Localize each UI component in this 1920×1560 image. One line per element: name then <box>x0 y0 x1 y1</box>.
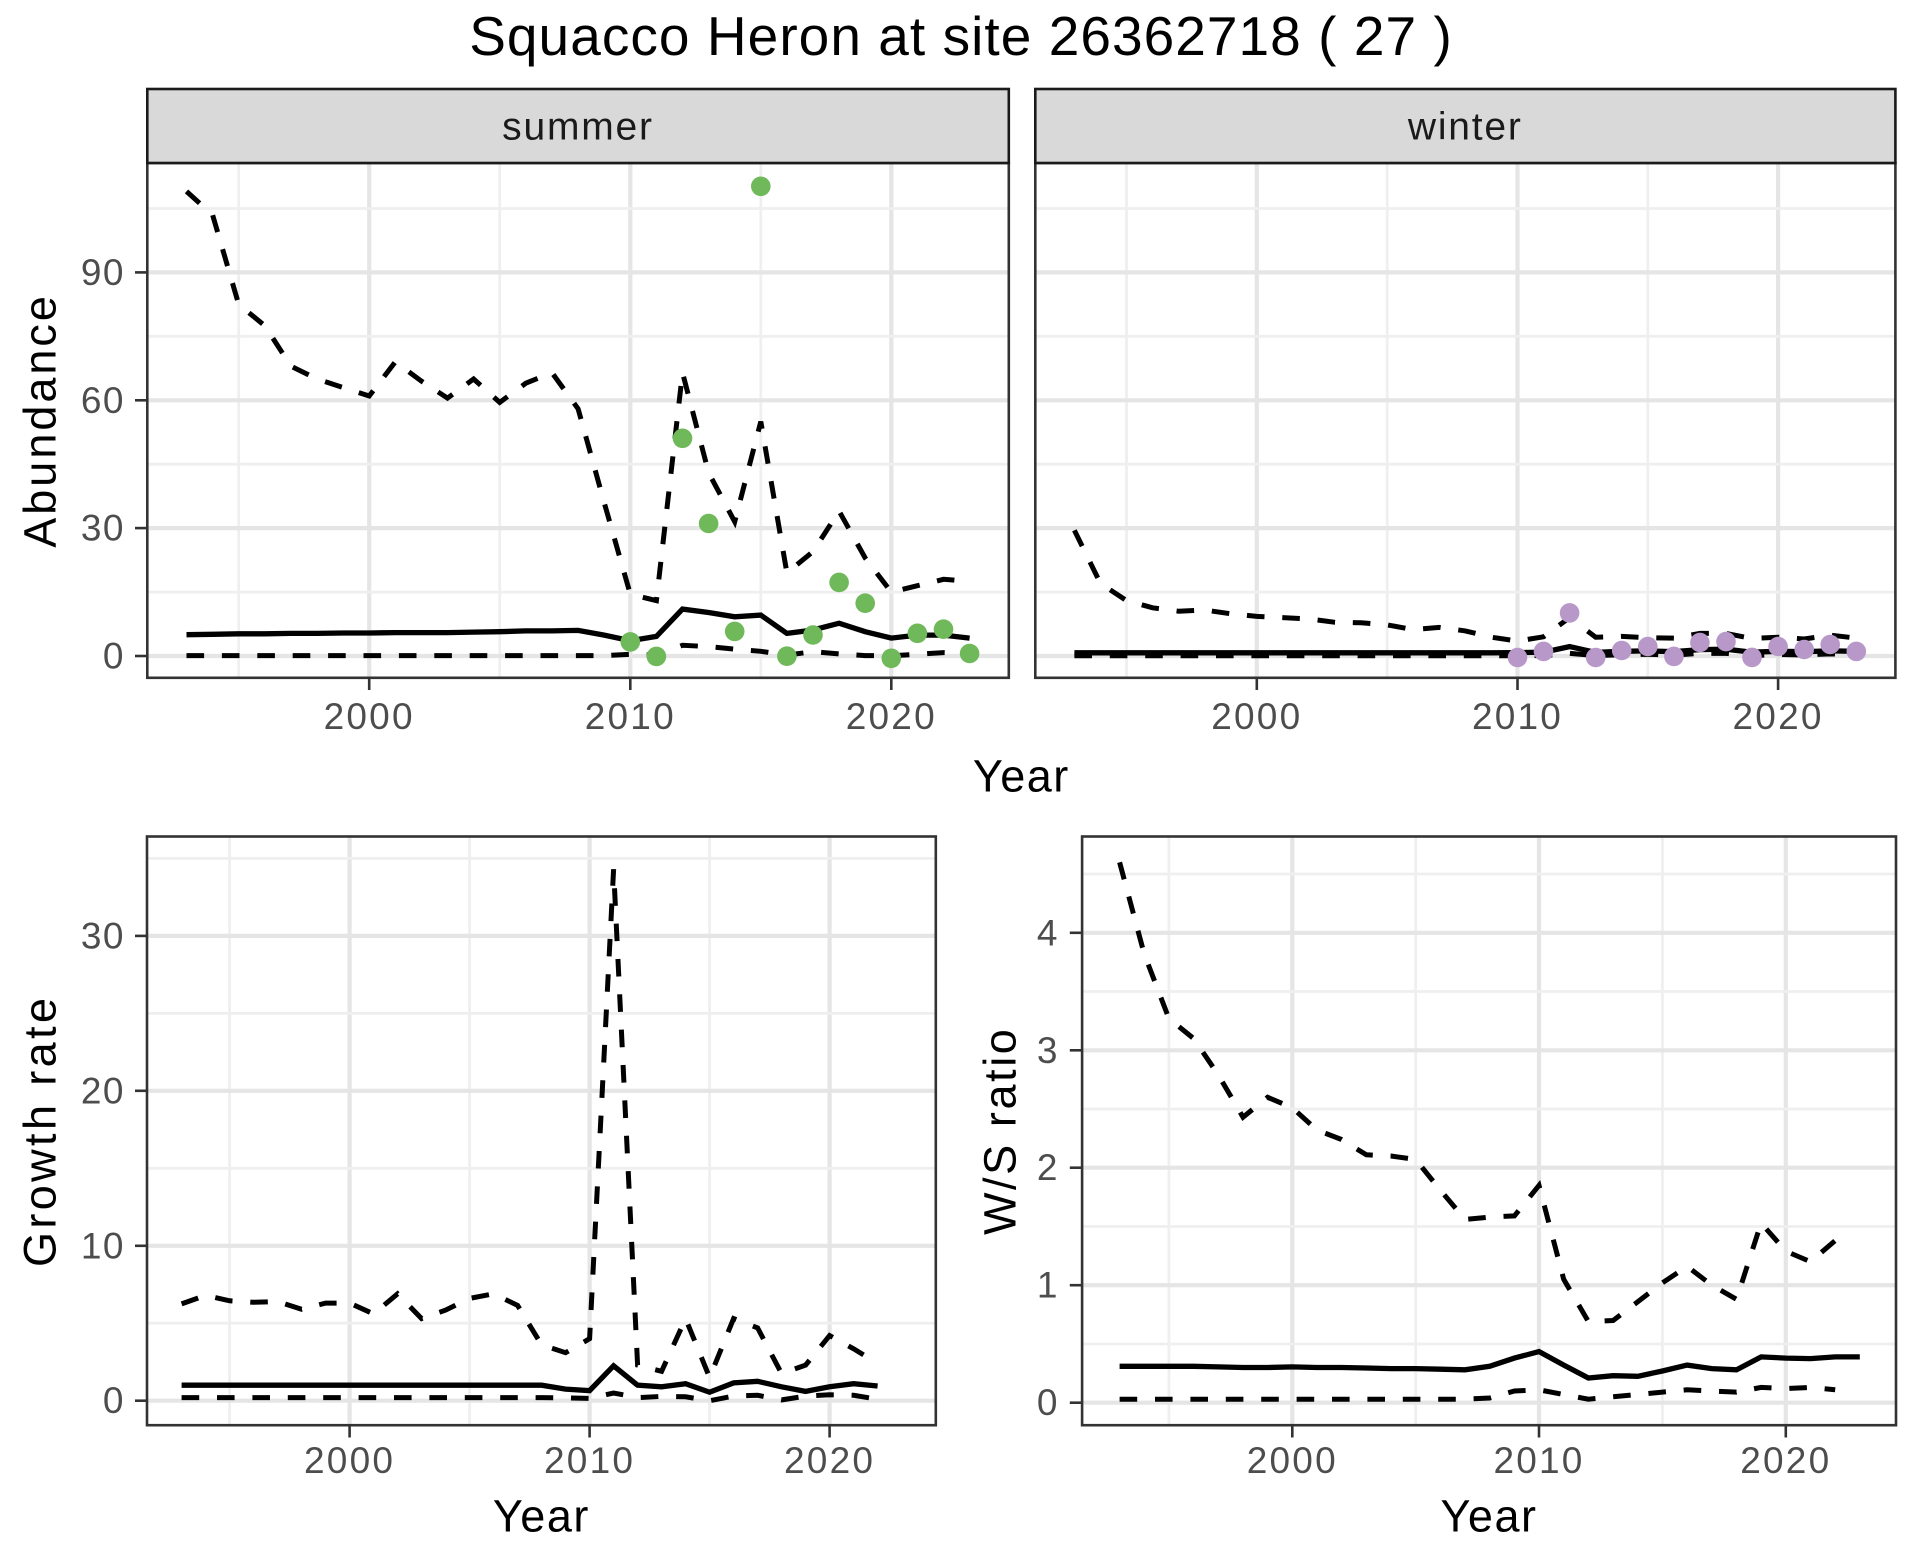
svg-text:2010: 2010 <box>1493 1440 1584 1481</box>
svg-text:2020: 2020 <box>1740 1440 1831 1481</box>
svg-text:90: 90 <box>81 252 125 293</box>
svg-text:2: 2 <box>1037 1147 1059 1188</box>
svg-text:4: 4 <box>1037 912 1059 953</box>
svg-text:Abundance: Abundance <box>15 293 66 548</box>
svg-text:2000: 2000 <box>304 1440 395 1481</box>
svg-text:0: 0 <box>1037 1382 1059 1423</box>
svg-text:Year: Year <box>973 751 1070 802</box>
svg-text:summer: summer <box>502 106 654 149</box>
svg-text:Year: Year <box>493 1491 590 1542</box>
svg-text:0: 0 <box>103 1380 125 1421</box>
svg-text:30: 30 <box>81 915 125 956</box>
svg-text:2010: 2010 <box>1472 696 1563 737</box>
svg-text:Growth rate: Growth rate <box>15 995 66 1268</box>
svg-text:2010: 2010 <box>585 696 676 737</box>
svg-text:20: 20 <box>81 1070 125 1111</box>
svg-text:0: 0 <box>103 636 125 677</box>
svg-text:3: 3 <box>1037 1030 1059 1071</box>
svg-text:2000: 2000 <box>1247 1440 1338 1481</box>
svg-text:2020: 2020 <box>1733 696 1824 737</box>
svg-text:60: 60 <box>81 380 125 421</box>
svg-text:Year: Year <box>1441 1491 1538 1542</box>
svg-text:W/S ratio: W/S ratio <box>975 1027 1026 1235</box>
svg-text:2010: 2010 <box>544 1440 635 1481</box>
svg-text:2000: 2000 <box>1211 696 1302 737</box>
svg-text:1: 1 <box>1037 1265 1059 1306</box>
svg-text:2020: 2020 <box>846 696 937 737</box>
svg-text:Squacco Heron at site 26362718: Squacco Heron at site 26362718 ( 27 ) <box>469 5 1453 67</box>
svg-text:30: 30 <box>81 508 125 549</box>
svg-text:2000: 2000 <box>324 696 415 737</box>
svg-text:winter: winter <box>1407 106 1523 149</box>
svg-text:10: 10 <box>81 1225 125 1266</box>
svg-text:2020: 2020 <box>784 1440 875 1481</box>
